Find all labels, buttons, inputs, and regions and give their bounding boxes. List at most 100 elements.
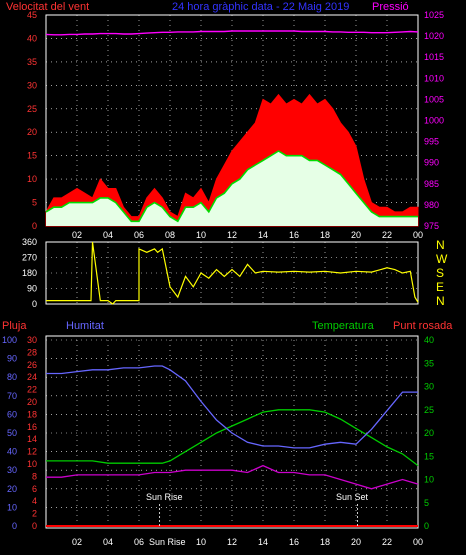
humidity-line: [46, 365, 418, 449]
rain-y-tick-14: 28: [27, 347, 37, 357]
wind-x-tick-3: 08: [165, 230, 175, 240]
temperature-y-tick-3: 15: [424, 451, 434, 461]
climate-panel-frame: [45, 335, 419, 529]
direction-y-tick-4: 360: [22, 237, 37, 247]
temperature-y-tick-0: 0: [424, 521, 429, 531]
rain-y-tick-8: 16: [27, 422, 37, 432]
humidity-y-tick-1: 10: [7, 502, 17, 512]
temperature-y-tick-7: 35: [424, 358, 434, 368]
rain-y-tick-10: 20: [27, 397, 37, 407]
rain-y-tick-2: 4: [32, 496, 37, 506]
wind-x-tick-4: 10: [196, 230, 206, 240]
humidity-y-tick-6: 60: [7, 409, 17, 419]
rain-y-tick-15: 30: [27, 335, 37, 345]
humidity-y-tick-4: 40: [7, 447, 17, 457]
humidity-y-tick-10: 100: [2, 335, 17, 345]
wind-y-tick-2: 10: [27, 174, 37, 184]
rain-y-tick-1: 2: [32, 509, 37, 519]
pressure-y-tick-5: 1000: [424, 116, 444, 126]
climate-x-tick-2: 06: [134, 537, 144, 547]
wind-y-tick-0: 0: [32, 221, 37, 231]
humidity-y-tick-3: 30: [7, 465, 17, 475]
climate-x-tick-6: 14: [258, 537, 268, 547]
wind-x-tick-5: 12: [227, 230, 237, 240]
temperature-label: Temperatura: [312, 320, 375, 332]
pressure-y-tick-7: 1010: [424, 73, 444, 83]
wind-x-tick-9: 20: [351, 230, 361, 240]
wind-x-tick-0: 02: [72, 230, 82, 240]
dew-point-label: Punt rosada: [393, 320, 453, 332]
wind-x-tick-6: 14: [258, 230, 268, 240]
pressure-y-tick-0: 975: [424, 221, 439, 231]
compass-s: S: [436, 266, 444, 280]
temperature-y-tick-5: 25: [424, 405, 434, 415]
humidity-y-tick-9: 90: [7, 354, 17, 364]
temperature-y-tick-2: 10: [424, 475, 434, 485]
climate-series: [46, 365, 419, 527]
compass-e: E: [436, 280, 444, 294]
rain-y-tick-5: 10: [27, 459, 37, 469]
rain-y-tick-11: 22: [27, 385, 37, 395]
pressure-y-tick-3: 990: [424, 158, 439, 168]
climate-x-tick-7: 16: [289, 537, 299, 547]
pressure-y-tick-9: 1020: [424, 31, 444, 41]
climate-x-tick-11: 00: [413, 537, 423, 547]
rain-y-tick-3: 6: [32, 484, 37, 494]
wind-y-tick-9: 45: [27, 10, 37, 20]
grid-lines: [46, 14, 419, 526]
rain-y-tick-4: 8: [32, 471, 37, 481]
wind-series: [45, 30, 419, 227]
wind-y-tick-7: 35: [27, 57, 37, 67]
rain-y-tick-12: 24: [27, 372, 37, 382]
sunrise-tick-label: Sun Rise: [149, 537, 186, 547]
wind-y-tick-6: 30: [27, 80, 37, 90]
wind-x-tick-10: 22: [382, 230, 392, 240]
humidity-label: Humitat: [66, 320, 104, 332]
direction-y-tick-3: 270: [22, 253, 37, 263]
compass-n-top: N: [436, 238, 445, 252]
pressure-label: Pressió: [372, 1, 409, 13]
pressure-y-tick-2: 985: [424, 179, 439, 189]
temperature-y-tick-6: 30: [424, 382, 434, 392]
wind-x-tick-7: 16: [289, 230, 299, 240]
humidity-y-tick-2: 20: [7, 484, 17, 494]
compass-w: W: [436, 252, 448, 266]
temperature-line: [46, 409, 419, 467]
wind-x-tick-8: 18: [320, 230, 330, 240]
rain-y-tick-0: 0: [32, 521, 37, 531]
wind-speed-label: Velocitat del vent: [6, 1, 89, 13]
wind-y-tick-4: 20: [27, 127, 37, 137]
wind-y-tick-3: 15: [27, 151, 37, 161]
climate-x-tick-1: 04: [103, 537, 113, 547]
pressure-y-tick-6: 1005: [424, 94, 444, 104]
pressure-line: [45, 30, 419, 36]
humidity-y-tick-8: 80: [7, 372, 17, 382]
humidity-y-tick-0: 0: [12, 521, 17, 531]
sunset-label: Sun Set: [336, 492, 369, 502]
climate-x-tick-10: 22: [382, 537, 392, 547]
pressure-y-tick-4: 995: [424, 137, 439, 147]
climate-x-tick-0: 02: [72, 537, 82, 547]
rain-y-tick-7: 14: [27, 434, 37, 444]
direction-y-tick-0: 0: [32, 299, 37, 309]
rain-y-tick-13: 26: [27, 360, 37, 370]
sunrise-label: Sun Rise: [146, 492, 183, 502]
axis-tick-labels: 0510152025303540459759809859909951000100…: [2, 10, 444, 547]
dew-point-line: [46, 464, 419, 490]
rain-y-tick-6: 12: [27, 447, 37, 457]
wind-average-line: [45, 150, 418, 223]
pressure-y-tick-1: 980: [424, 200, 439, 210]
direction-y-tick-1: 90: [27, 284, 37, 294]
temperature-y-tick-8: 40: [424, 335, 434, 345]
rain-y-tick-9: 18: [27, 409, 37, 419]
wind-direction-line: [46, 241, 419, 305]
rain-label: Pluja: [2, 320, 27, 332]
wind-y-tick-1: 5: [32, 198, 37, 208]
wind-y-tick-5: 25: [27, 104, 37, 114]
direction-series: [46, 241, 419, 305]
wind-y-tick-8: 40: [27, 33, 37, 43]
climate-x-tick-8: 18: [320, 537, 330, 547]
climate-x-tick-4: 10: [196, 537, 206, 547]
compass-n-bottom: N: [436, 294, 445, 308]
